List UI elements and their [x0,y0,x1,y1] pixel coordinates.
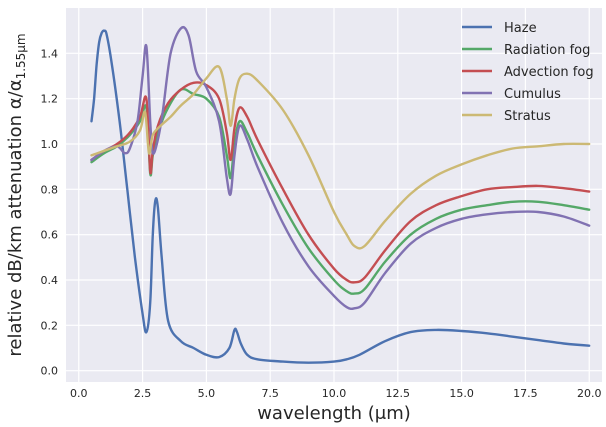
legend-label-advection-fog: Advection fog [504,65,594,80]
y-axis-label: relative dB/km attenuation α/α1.55μm [5,33,28,356]
series-line-haze [90,29,591,364]
x-tick-label: 0.0 [70,387,88,400]
y-axis-label-main: relative dB/km attenuation α/α [5,79,26,356]
series-line-stratus [90,65,591,250]
y-tick-label: 1.0 [41,138,59,151]
x-tick-label: 20.0 [577,387,602,400]
x-tick-label: 10.0 [322,387,347,400]
y-tick-label: 1.2 [41,93,59,106]
x-tick-label: 12.5 [386,387,411,400]
y-tick-label: 0.6 [41,229,59,242]
y-tick-labels: 0.0 0.2 0.4 0.6 0.8 1.0 1.2 1.4 [41,47,59,377]
x-tick-label: 15.0 [449,387,474,400]
y-tick-label: 0.2 [41,319,59,332]
y-tick-label: 0.0 [41,365,59,378]
series-lines [90,25,591,364]
legend: Haze Radiation fog Advection fog Cumulus Str… [462,21,594,124]
legend-label-radiation-fog: Radiation fog [504,43,590,58]
legend-label-cumulus: Cumulus [504,87,561,102]
x-tick-label: 17.5 [513,387,538,400]
x-tick-label: 2.5 [134,387,152,400]
grid [66,8,602,382]
legend-label-stratus: Stratus [504,109,551,124]
x-tick-labels: 0.0 2.5 5.0 7.5 10.0 12.5 15.0 17.5 20.0 [70,387,601,400]
legend-label-haze: Haze [504,21,537,36]
series-line-cumulus [90,25,591,311]
y-tick-label: 1.4 [41,47,59,60]
x-axis-label: wavelength (μm) [257,403,411,424]
y-axis-label-subscript: 1.55μm [14,33,28,79]
y-tick-label: 0.4 [41,274,59,287]
x-tick-label: 5.0 [198,387,216,400]
y-tick-label: 0.8 [41,183,59,196]
x-tick-label: 7.5 [261,387,279,400]
